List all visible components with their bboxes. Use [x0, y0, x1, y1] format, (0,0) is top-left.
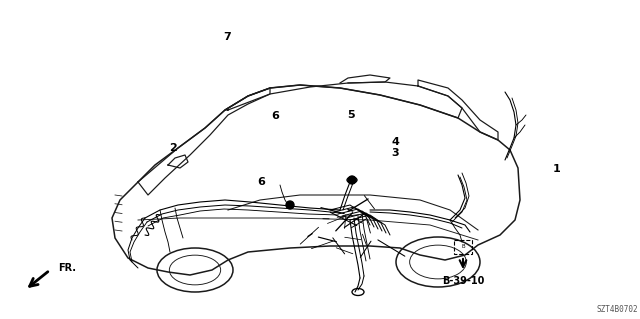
Text: 5: 5	[347, 110, 355, 120]
Text: FR.: FR.	[58, 263, 76, 273]
Text: B: B	[461, 244, 465, 249]
Text: 1: 1	[553, 164, 561, 174]
Text: 6: 6	[271, 111, 279, 122]
Text: B-39-10: B-39-10	[442, 276, 484, 286]
Text: SZT4B0702: SZT4B0702	[596, 305, 638, 314]
Text: 6: 6	[257, 177, 265, 187]
Text: 2: 2	[169, 143, 177, 153]
Bar	[454, 240, 472, 254]
Text: 3: 3	[392, 148, 399, 158]
Text: 4: 4	[392, 137, 399, 147]
Circle shape	[286, 201, 294, 209]
Text: 7: 7	[223, 32, 231, 42]
Circle shape	[348, 176, 356, 184]
